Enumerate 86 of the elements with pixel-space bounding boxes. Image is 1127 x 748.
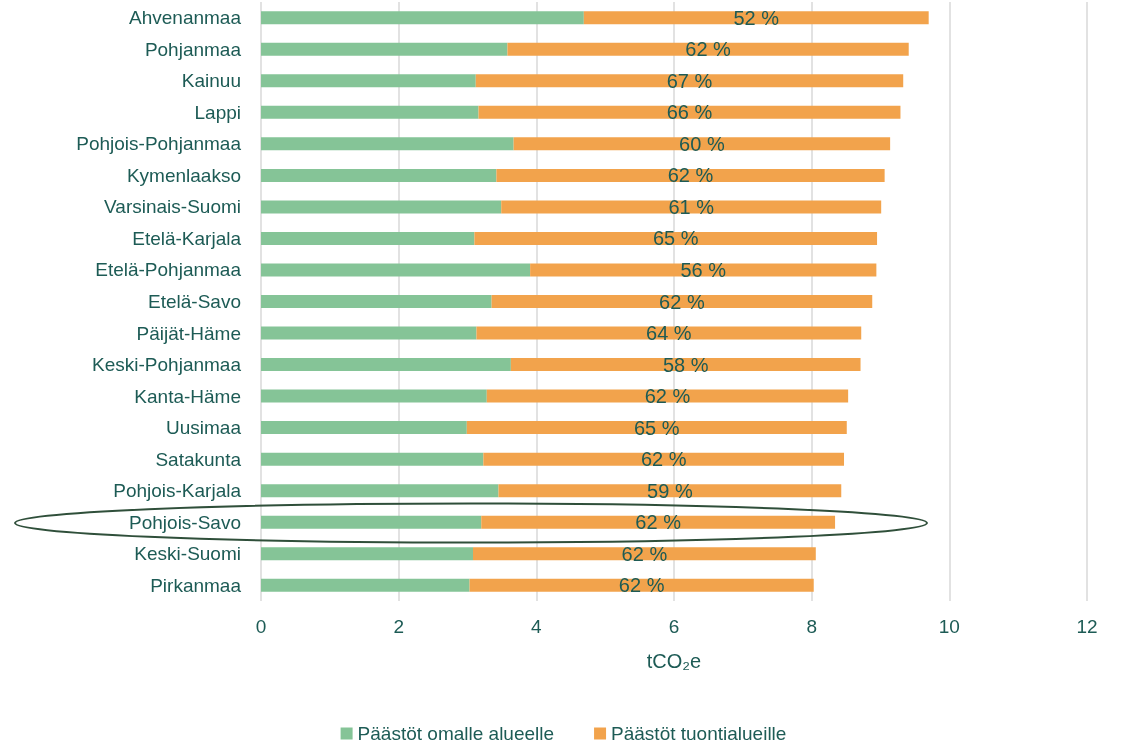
bar xyxy=(261,42,508,56)
bar xyxy=(474,231,878,245)
y-tick-label: Pirkanmaa xyxy=(150,574,242,596)
bar xyxy=(261,295,492,308)
bar xyxy=(261,263,531,277)
bar xyxy=(473,547,816,561)
x-axis-title: tCO₂e xyxy=(646,650,702,672)
bar xyxy=(261,326,477,340)
bar xyxy=(483,452,845,466)
y-tick-label: Kymenlaakso xyxy=(126,164,241,186)
annotation: 67 % xyxy=(666,69,713,92)
bar xyxy=(486,389,849,403)
bar xyxy=(261,200,502,214)
y-tick-label: Ahvenanmaa xyxy=(129,7,242,29)
annotation: 60 % xyxy=(679,132,725,155)
bar xyxy=(261,231,475,245)
y-tick-label: Etelä-Savo xyxy=(148,291,241,312)
annotation: 59 % xyxy=(647,479,693,502)
annotation: 62 % xyxy=(621,542,668,565)
bar xyxy=(466,421,847,435)
bar xyxy=(491,295,873,308)
annotation: 58 % xyxy=(662,353,709,376)
bar xyxy=(261,137,514,151)
y-tick-label: Kainuu xyxy=(181,70,241,92)
bar xyxy=(501,200,882,214)
annotation: 64 % xyxy=(646,322,692,345)
annotation: 62 % xyxy=(635,511,682,534)
annotation: 62 % xyxy=(685,38,732,61)
y-tick-label: Pohjanmaa xyxy=(144,38,242,60)
bar xyxy=(481,515,836,529)
bar xyxy=(261,515,482,529)
annotation: 62 % xyxy=(640,448,687,471)
bar xyxy=(530,263,877,277)
x-tick-label: 10 xyxy=(938,616,960,637)
bar xyxy=(261,389,487,403)
legend-label: Päästöt omalle alueelle xyxy=(357,723,555,744)
bar xyxy=(469,578,814,592)
annotation: 65 % xyxy=(652,227,699,250)
y-tick-label: Pohjois-Savo xyxy=(129,511,241,533)
y-tick-label: Uusimaa xyxy=(166,417,242,439)
y-tick-label: Keski-Suomi xyxy=(134,543,241,565)
bar xyxy=(510,358,861,372)
bar xyxy=(261,11,584,25)
y-tick-label: Kanta-Häme xyxy=(134,385,241,407)
bar xyxy=(507,42,909,56)
x-tick-label: 0 xyxy=(255,616,267,637)
annotation: 65 % xyxy=(633,416,680,439)
y-tick-label: Varsinais-Suomi xyxy=(104,196,241,218)
bar xyxy=(261,168,497,182)
bar xyxy=(583,11,929,25)
bar xyxy=(496,168,885,182)
annotation: 62 % xyxy=(644,385,691,408)
bar xyxy=(475,74,904,88)
bar xyxy=(261,421,467,435)
y-tick-label: Pohjois-Karjala xyxy=(113,480,242,502)
bar xyxy=(261,358,511,372)
bar xyxy=(476,326,862,340)
bar xyxy=(261,105,479,119)
legend-label: Päästöt tuontialueille xyxy=(611,723,787,744)
annotation: 62 % xyxy=(667,164,714,187)
bar xyxy=(261,452,484,466)
x-tick-label: 4 xyxy=(531,616,543,637)
y-tick-label: Etelä-Pohjanmaa xyxy=(95,259,242,281)
annotation: 52 % xyxy=(733,6,780,29)
annotation: 62 % xyxy=(618,574,665,597)
annotation: 62 % xyxy=(659,290,705,313)
annotation: 66 % xyxy=(666,101,713,124)
bar xyxy=(498,484,842,498)
x-tick-label: 8 xyxy=(806,616,817,637)
bar xyxy=(261,547,474,561)
bar xyxy=(261,578,470,592)
x-tick-label: 6 xyxy=(668,616,680,637)
x-tick-label: 12 xyxy=(1076,616,1098,637)
annotation: 61 % xyxy=(668,195,715,218)
y-tick-label: Pohjois-Pohjanmaa xyxy=(76,133,242,155)
x-tick-label: 2 xyxy=(393,616,404,637)
y-tick-label: Satakunta xyxy=(155,448,242,470)
y-tick-label: Keski-Pohjanmaa xyxy=(92,354,242,376)
y-tick-label: Etelä-Karjala xyxy=(132,227,242,249)
bar xyxy=(261,484,499,498)
bar xyxy=(478,105,901,119)
bar xyxy=(513,137,891,151)
y-tick-label: Päijät-Häme xyxy=(136,322,241,344)
y-tick-label: Lappi xyxy=(194,101,241,123)
bar xyxy=(261,74,476,88)
annotation: 56 % xyxy=(680,258,727,281)
